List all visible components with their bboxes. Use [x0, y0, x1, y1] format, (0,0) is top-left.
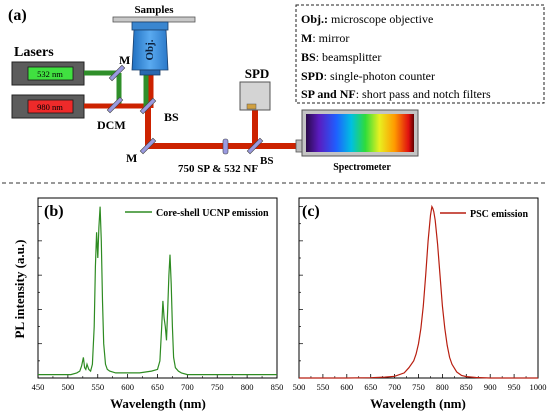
x-tick-label: 850 [271, 382, 284, 392]
mirror [139, 137, 157, 155]
panel-b-x-ticks: 450 500 550 600 650 700 750 800 850 [32, 374, 284, 392]
laser-532-display [27, 66, 74, 81]
legend-entry: Obj.: microscope objective [301, 12, 433, 26]
legend-abbr: Obj.: [301, 12, 328, 26]
beamsplitter [246, 137, 264, 155]
x-tick-label: 750 [412, 382, 425, 392]
dichroic-mirror [106, 96, 124, 114]
x-tick-label: 600 [340, 382, 353, 392]
x-tick-label: 500 [293, 382, 306, 392]
panel-a-tag: (a) [8, 7, 27, 24]
bs-label: BS [260, 155, 273, 167]
x-tick-label: 800 [241, 382, 254, 392]
mirror [108, 64, 126, 82]
panel-b-legend-label: Core-shell UCNP emission [156, 208, 269, 219]
mirror-label: M [119, 53, 130, 67]
spectrometer-spectrum [306, 114, 414, 152]
panel-b: (b) PL intensity (a.u.) 450 500 550 600 650 7… [12, 197, 284, 411]
x-tick-label: 650 [364, 382, 377, 392]
objective: Obj. [131, 21, 169, 76]
legend-abbr: M [301, 31, 312, 45]
filter [222, 138, 229, 155]
sample-stage [112, 16, 196, 23]
x-tick-label: 900 [484, 382, 497, 392]
objective-label: Obj. [144, 39, 156, 60]
laser-980-label: 980 nm [37, 102, 63, 112]
psc-emission-line [299, 204, 538, 379]
x-tick-label: 500 [62, 382, 75, 392]
x-tick-label: 950 [508, 382, 521, 392]
panel-b-frame [37, 197, 278, 379]
laser-532-label: 532 nm [37, 69, 63, 79]
panel-c-xlabel: Wavelength (nm) [370, 396, 466, 411]
legend-entry: SPD: single-photon counter [301, 69, 435, 83]
x-tick-label: 800 [436, 382, 449, 392]
ucnp-emission-line [38, 206, 277, 376]
samples-label: Samples [134, 4, 174, 16]
x-tick-label: 1000 [530, 382, 547, 392]
x-tick-label: 750 [211, 382, 224, 392]
legend-abbr: SP and NF [301, 87, 356, 101]
panel-c-legend-label: PSC emission [470, 209, 529, 220]
legend-abbr: SPD [301, 69, 324, 83]
spd-window [246, 103, 257, 110]
panel-c-x-ticks: 500 550 600 650 700 750 800 850 900 950 1000 [293, 374, 547, 392]
panel-c-y-ticks [299, 206, 303, 379]
legend-abbr: BS [301, 50, 316, 64]
panel-a: (a) Samples Lasers 532 nm 980 nm [8, 4, 545, 175]
legend-entry: M: mirror [301, 31, 349, 45]
panel-c: (c) 500 550 600 650 700 750 800 850 900 950 1000 P… [293, 197, 547, 411]
x-tick-label: 850 [460, 382, 473, 392]
lasers-label: Lasers [14, 45, 54, 60]
legend-entry: SP and NF: short pass and notch filters [301, 87, 491, 101]
panel-b-tag: (b) [44, 203, 64, 220]
x-tick-label: 700 [388, 382, 401, 392]
beamsplitter [139, 97, 157, 115]
panel-b-y-ticks [38, 206, 42, 379]
legend-text: : short pass and notch filters [356, 87, 491, 101]
dcm-label: DCM [97, 118, 126, 132]
filters-label: 750 SP & 532 NF [178, 163, 258, 175]
legend-text: : mirror [312, 31, 349, 45]
panel-b-ylabel: PL intensity (a.u.) [12, 240, 27, 339]
legend-text: : beamsplitter [316, 50, 382, 64]
mirror-label: M [126, 151, 137, 165]
panel-c-frame [298, 197, 539, 379]
legend-text: : single-photon counter [324, 69, 435, 83]
abbreviation-legend: Obj.: microscope objective M: mirror BS:… [295, 4, 545, 104]
x-tick-label: 650 [151, 382, 164, 392]
panel-c-tag: (c) [302, 203, 320, 220]
x-tick-label: 450 [32, 382, 45, 392]
x-tick-label: 700 [181, 382, 194, 392]
panel-b-xlabel: Wavelength (nm) [110, 396, 206, 411]
legend-text: microscope objective [328, 12, 433, 26]
x-tick-label: 550 [317, 382, 330, 392]
spd-label: SPD [245, 66, 270, 81]
legend-entry: BS: beamsplitter [301, 50, 381, 64]
spectrometer-label: Spectrometer [333, 162, 391, 173]
x-tick-label: 600 [121, 382, 134, 392]
laser-980-display [27, 99, 74, 114]
x-tick-label: 550 [91, 382, 104, 392]
bs-label: BS [164, 110, 179, 124]
